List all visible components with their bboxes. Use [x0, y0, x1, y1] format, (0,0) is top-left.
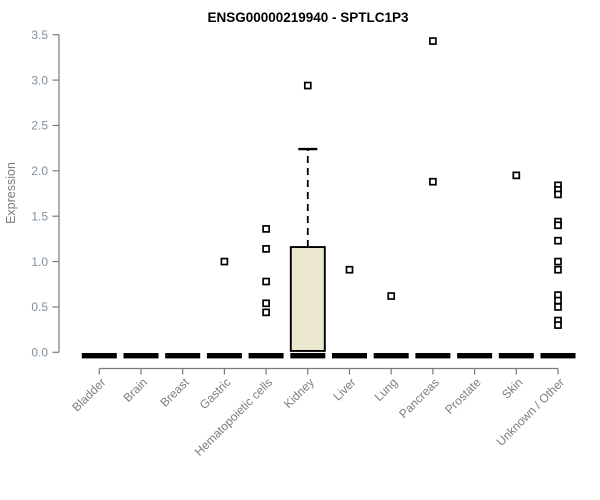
- median-bar-hematopoietic-cells: [248, 353, 284, 359]
- x-tick-label-skin: Skin: [499, 375, 525, 401]
- median-bar-prostate: [457, 353, 493, 359]
- median-bar-lung: [373, 353, 409, 359]
- x-tick-label-breast: Breast: [157, 375, 192, 410]
- x-tick-label-pancreas: Pancreas: [396, 375, 442, 421]
- outlier-point-hematopoietic-cells: [262, 299, 270, 308]
- median-bar-pancreas: [415, 353, 451, 359]
- median-bar-brain: [123, 353, 159, 359]
- outlier-point-unknown-other: [554, 190, 562, 199]
- outlier-point-unknown-other: [554, 296, 562, 305]
- y-tick-label: 3.5: [31, 28, 48, 42]
- y-tick-label: 0.5: [31, 300, 48, 314]
- outlier-point-hematopoietic-cells: [262, 308, 270, 317]
- outlier-point-unknown-other: [554, 221, 562, 230]
- outlier-point-unknown-other: [554, 236, 562, 245]
- y-tick-label: 1.5: [31, 209, 48, 223]
- y-tick-label: 0.0: [31, 346, 48, 360]
- outlier-point-liver: [345, 265, 354, 274]
- chart-title: ENSG00000219940 - SPTLC1P3: [207, 10, 409, 25]
- outlier-point-kidney: [303, 81, 312, 90]
- median-bar-liver: [332, 353, 367, 359]
- outlier-point-unknown-other: [554, 265, 562, 274]
- outlier-point-unknown-other: [554, 303, 562, 311]
- x-tick-label-lung: Lung: [372, 375, 401, 404]
- median-bar-skin: [498, 353, 534, 359]
- outlier-point-pancreas: [429, 37, 437, 45]
- median-bar-unknown-other: [540, 353, 576, 359]
- x-tick-label-prostate: Prostate: [442, 375, 484, 417]
- plot-area: 0.0 0.5 1.0 1.5 2.0 2.5 3.0 3.5 Bladder Brain Brea…: [31, 28, 576, 459]
- x-tick-label-liver: Liver: [330, 375, 358, 403]
- outlier-point-hematopoietic-cells: [262, 245, 270, 253]
- x-tick-label-gastric: Gastric: [197, 375, 234, 412]
- box-kidney: [289, 246, 326, 352]
- outlier-point-pancreas: [429, 177, 437, 186]
- y-tick-label: 3.0: [31, 73, 48, 87]
- x-tick-label-hematopoietic-cells: Hematopoietic cells: [192, 375, 275, 458]
- x-tick-label-kidney: Kidney: [281, 375, 317, 411]
- x-tick-label-bladder: Bladder: [69, 375, 108, 414]
- outlier-point-unknown-other: [554, 321, 562, 329]
- median-bar-kidney: [290, 353, 326, 359]
- x-tick-label-brain: Brain: [120, 375, 150, 405]
- outlier-point-skin: [512, 171, 521, 180]
- median-bar-bladder: [81, 353, 117, 359]
- outlier-point-hematopoietic-cells: [262, 277, 270, 286]
- y-axis-label: Expression: [4, 162, 18, 224]
- outlier-point-gastric: [220, 257, 229, 266]
- y-tick-label: 1.0: [31, 255, 48, 269]
- median-bar-breast: [165, 353, 201, 359]
- median-bar-gastric: [206, 353, 242, 359]
- y-tick-label: 2.5: [31, 119, 48, 133]
- outlier-point-lung: [387, 292, 396, 300]
- outlier-point-hematopoietic-cells: [262, 225, 270, 233]
- y-tick-label: 2.0: [31, 164, 48, 178]
- outlier-point-unknown-other: [554, 257, 562, 266]
